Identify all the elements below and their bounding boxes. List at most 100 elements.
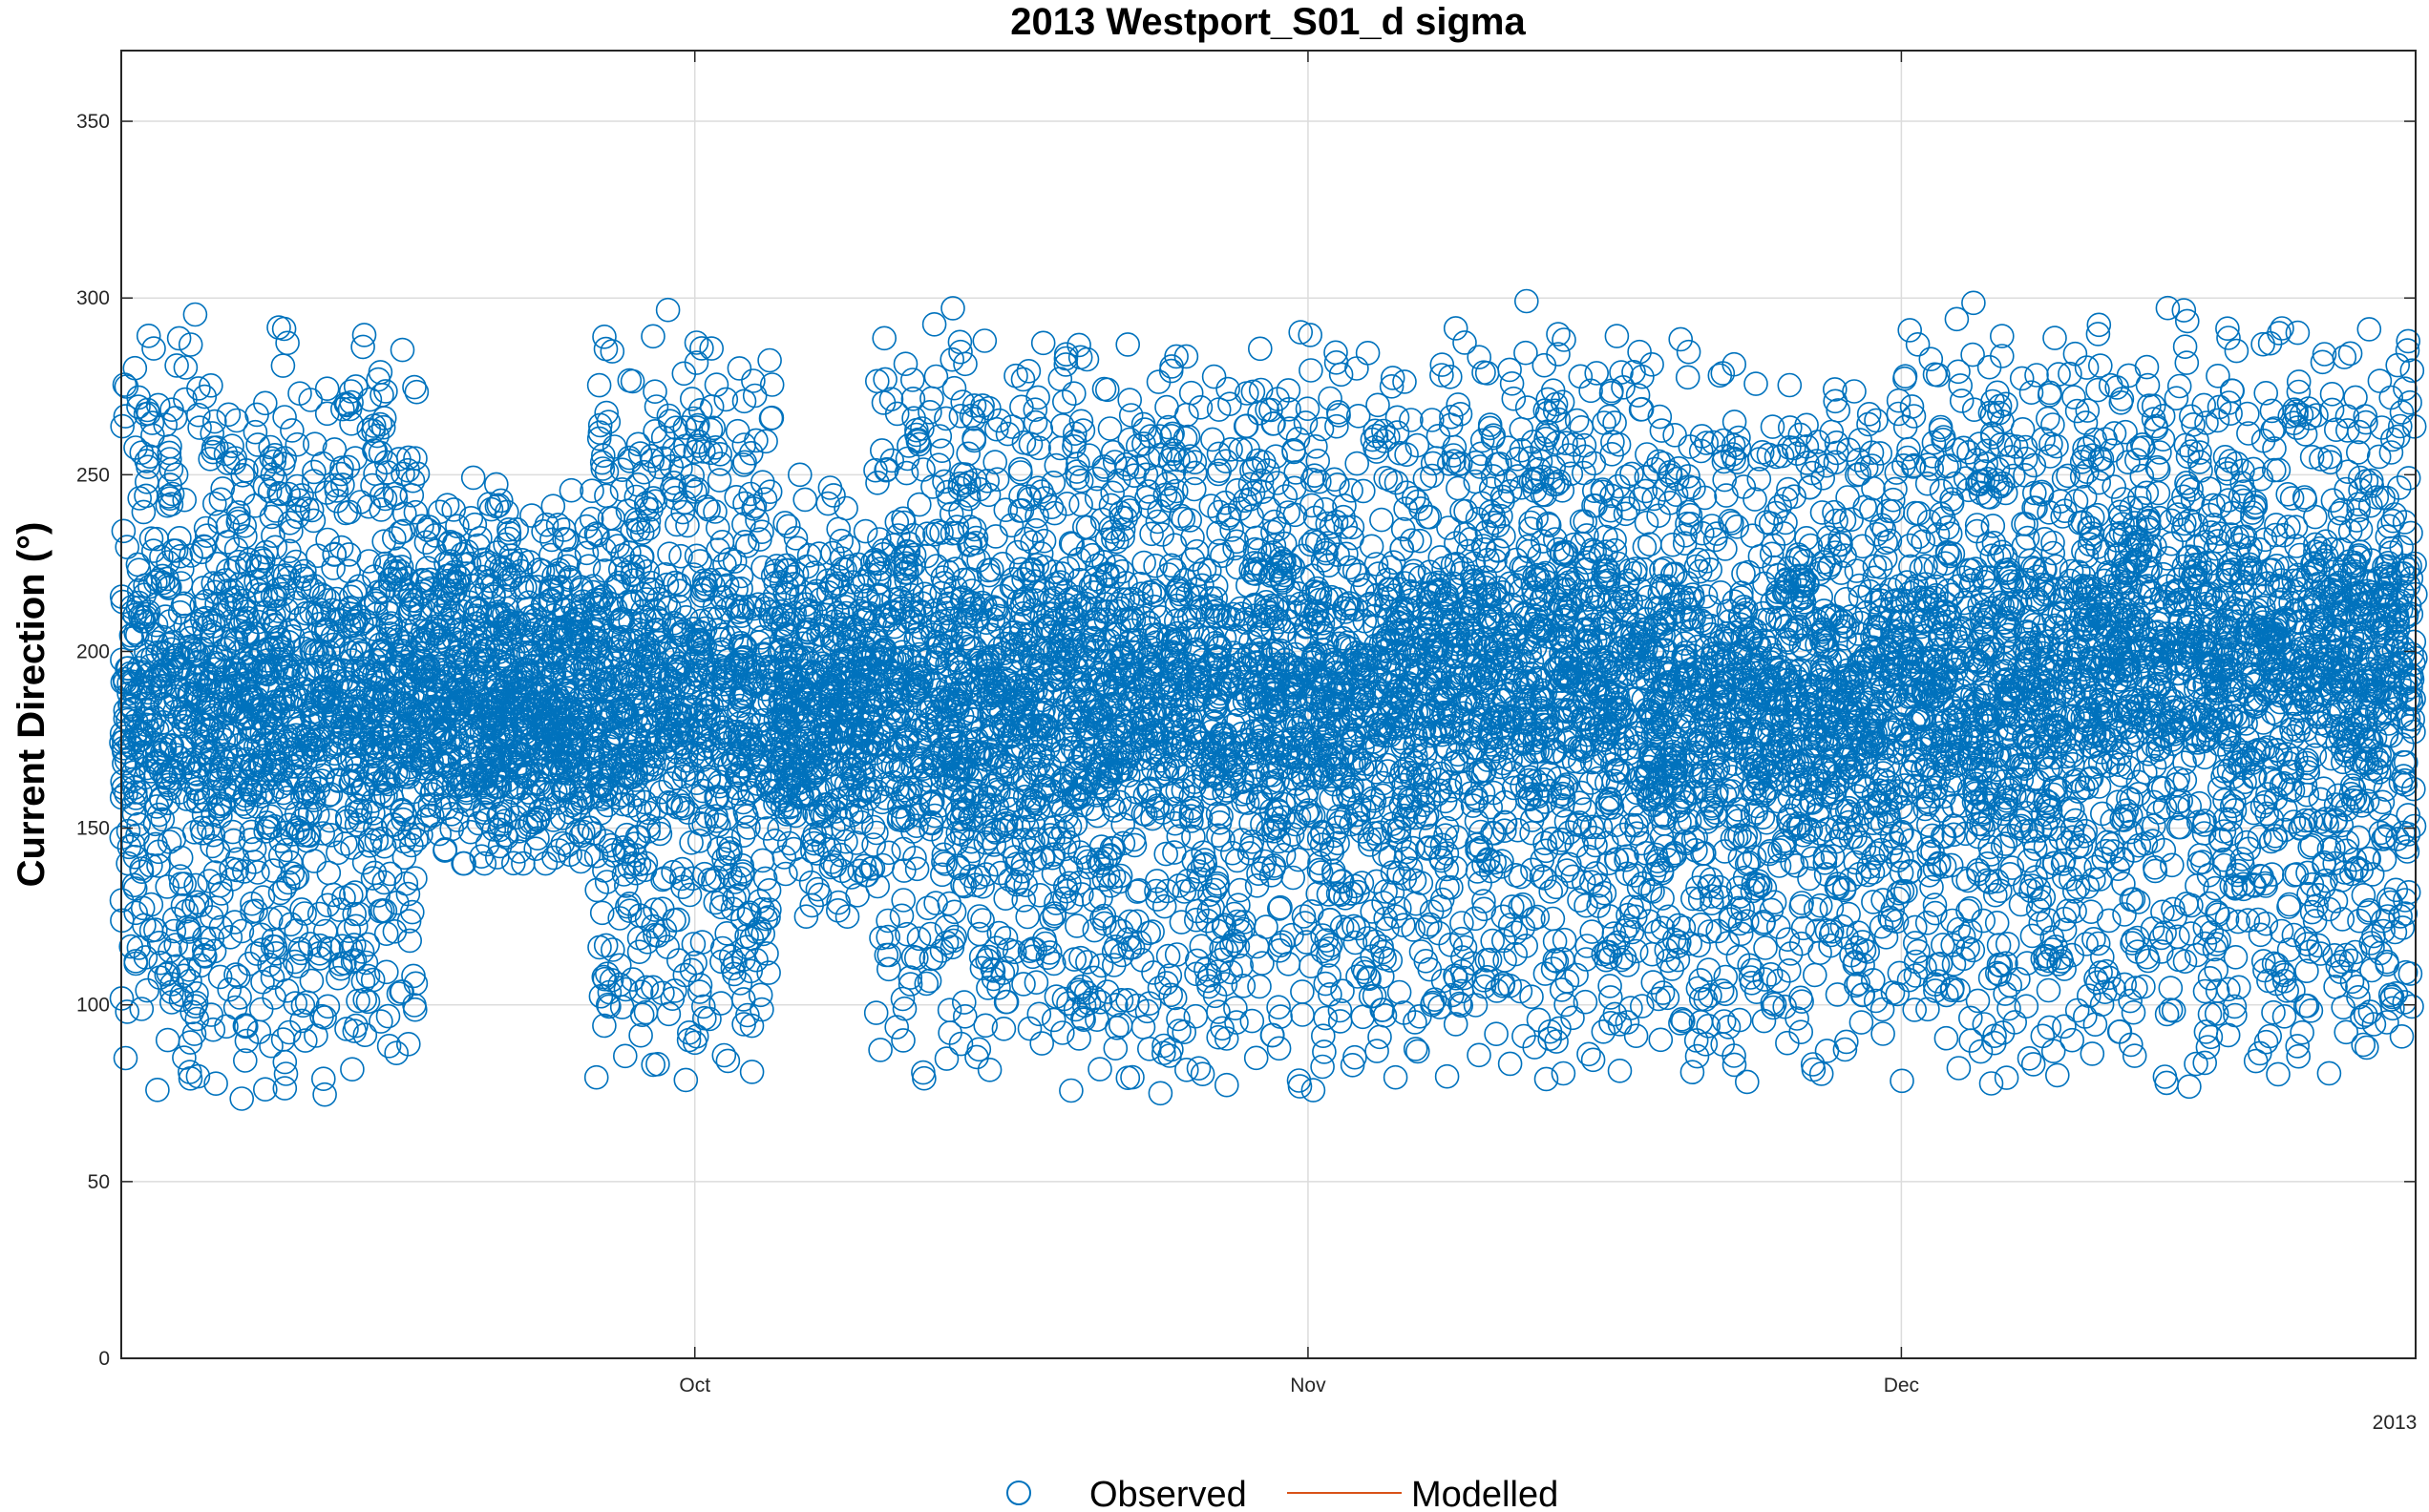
observed-point [118,934,143,959]
observed-point [159,481,185,507]
observed-point [135,698,160,724]
observed-point [353,950,379,976]
observed-point [216,402,242,428]
observed-point [112,728,137,754]
observed-point [177,916,201,942]
observed-point [159,990,184,1015]
observed-point [221,819,245,845]
observed-point [158,486,182,512]
observed-point [126,935,152,960]
observed-point [243,419,268,445]
observed-point [166,654,192,680]
observed-point [232,513,258,538]
observed-point [143,570,168,595]
observed-point [121,790,147,816]
observed-point [369,1009,393,1034]
observed-point [111,518,137,544]
observed-point [226,673,251,699]
observed-point [326,965,350,991]
observed-point [177,956,201,982]
observed-point [285,954,310,979]
observed-point [143,732,168,758]
observed-point [155,1027,180,1053]
observed-point [194,787,219,812]
observed-point [213,441,239,467]
observed-point [240,683,264,709]
observed-point [127,675,153,701]
observed-point [113,1045,138,1071]
observed-point [213,664,238,690]
observed-point [168,864,193,889]
observed-point [243,734,268,760]
observed-point [259,504,285,530]
observed-point [123,679,148,704]
observed-point [189,539,215,565]
observed-point [306,901,332,927]
observed-point [240,690,265,716]
observed-point [199,622,224,648]
observed-point [202,579,227,605]
observed-point [246,1019,272,1044]
observed-point [228,732,253,758]
observed-point [147,965,173,990]
observed-point [186,788,211,813]
observed-point [169,872,194,896]
observed-point [259,446,285,472]
observed-point [140,621,166,646]
observed-point [197,610,222,636]
observed-point [395,730,421,755]
observed-point [182,302,208,327]
observed-point [121,801,147,827]
observed-point [216,557,241,583]
observed-point [201,439,225,465]
observed-point [259,1033,284,1059]
observed-point [202,860,228,885]
observed-point [150,807,176,832]
observed-point [128,604,153,629]
observed-point [195,718,220,743]
observed-point [128,721,154,746]
observed-point [194,523,220,549]
observed-point [229,1086,254,1111]
observed-point [263,535,288,560]
observed-point [130,676,155,702]
observed-point [155,566,180,592]
observed-point [192,678,217,704]
observed-point [399,899,425,925]
observed-point [146,930,172,956]
observed-point [155,874,180,899]
observed-point [160,648,186,674]
observed-point [230,462,255,488]
observed-point [129,440,155,466]
observed-point [110,413,135,439]
observed-point [161,538,186,563]
observed-point [387,558,412,584]
observed-point [261,602,286,628]
observed-point [218,924,243,950]
observed-point [239,819,264,845]
observed-point [220,433,244,459]
observed-point [249,937,275,962]
observed-point [189,815,215,841]
observed-point [138,674,163,700]
observed-point [191,937,217,962]
observed-point [396,909,422,934]
observed-point [200,421,224,446]
observed-point [241,719,266,745]
observed-point [203,757,228,782]
observed-point [201,822,226,848]
observed-point [215,636,241,661]
observed-point [170,892,196,918]
observed-point [234,703,260,728]
observed-point [240,891,264,916]
observed-point [208,691,234,717]
observed-point [205,838,231,864]
observed-point [197,869,222,893]
observed-point [208,644,233,670]
observed-point [250,969,275,995]
observed-point [179,543,203,568]
observed-point [183,872,208,898]
observed-point [207,964,233,990]
observed-point [192,384,218,410]
observed-point [263,934,288,959]
